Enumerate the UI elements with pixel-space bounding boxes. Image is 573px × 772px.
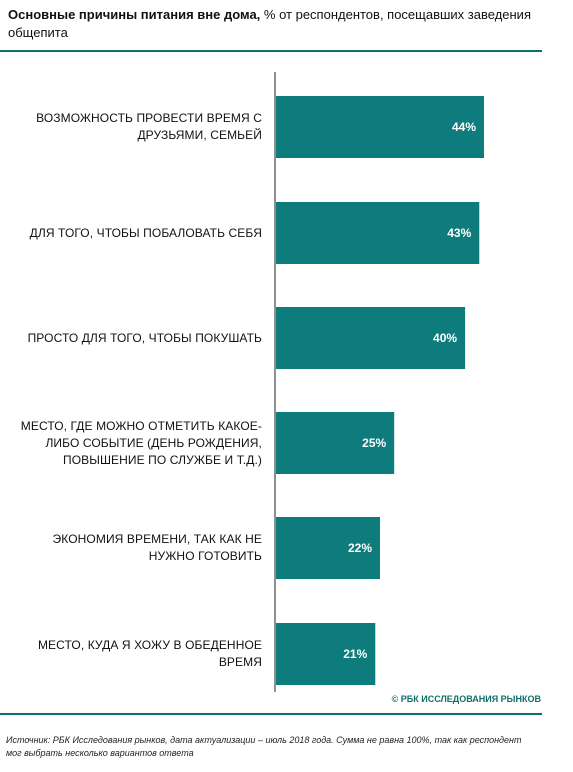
bar-value-label: 44% xyxy=(452,120,476,134)
bar-chart: 44% 43% 40% 25% 22% 21% xyxy=(274,72,484,692)
chart-title-rest: % от респондентов, посещавших заведения … xyxy=(8,7,531,40)
bar-value-label: 21% xyxy=(343,647,367,661)
bar xyxy=(276,623,376,685)
category-label: Место, куда я хожу в обеденное время xyxy=(37,638,262,669)
category-label: Для того, чтобы побаловать себя xyxy=(29,225,262,240)
top-divider xyxy=(0,50,542,52)
bar xyxy=(276,412,395,474)
bar xyxy=(276,202,480,264)
chart-title: Основные причины питания вне дома, % от … xyxy=(8,6,564,42)
bar-value-label: 43% xyxy=(447,226,471,240)
bar xyxy=(276,307,466,369)
bar-value-label: 40% xyxy=(433,331,457,345)
source-note: Источник: РБК Исследования рынков, дата … xyxy=(6,735,522,758)
chart-title-bold: Основные причины питания вне дома, xyxy=(8,7,261,22)
bar-value-label: 25% xyxy=(362,436,386,450)
category-label: Место, где можно отметить какое-либо соб… xyxy=(20,418,262,467)
category-label: Возможность провести время с друзьями, с… xyxy=(36,111,262,142)
category-label: Просто для того, чтобы покушать xyxy=(27,330,262,345)
bar xyxy=(276,517,380,579)
brand-credit: © РБК ИССЛЕДОВАНИЯ РЫНКОВ xyxy=(391,694,541,704)
bar xyxy=(276,96,484,158)
bar-value-label: 22% xyxy=(348,541,372,555)
category-label: Экономия времени, так как не нужно готов… xyxy=(52,532,262,563)
bottom-divider xyxy=(0,713,542,715)
